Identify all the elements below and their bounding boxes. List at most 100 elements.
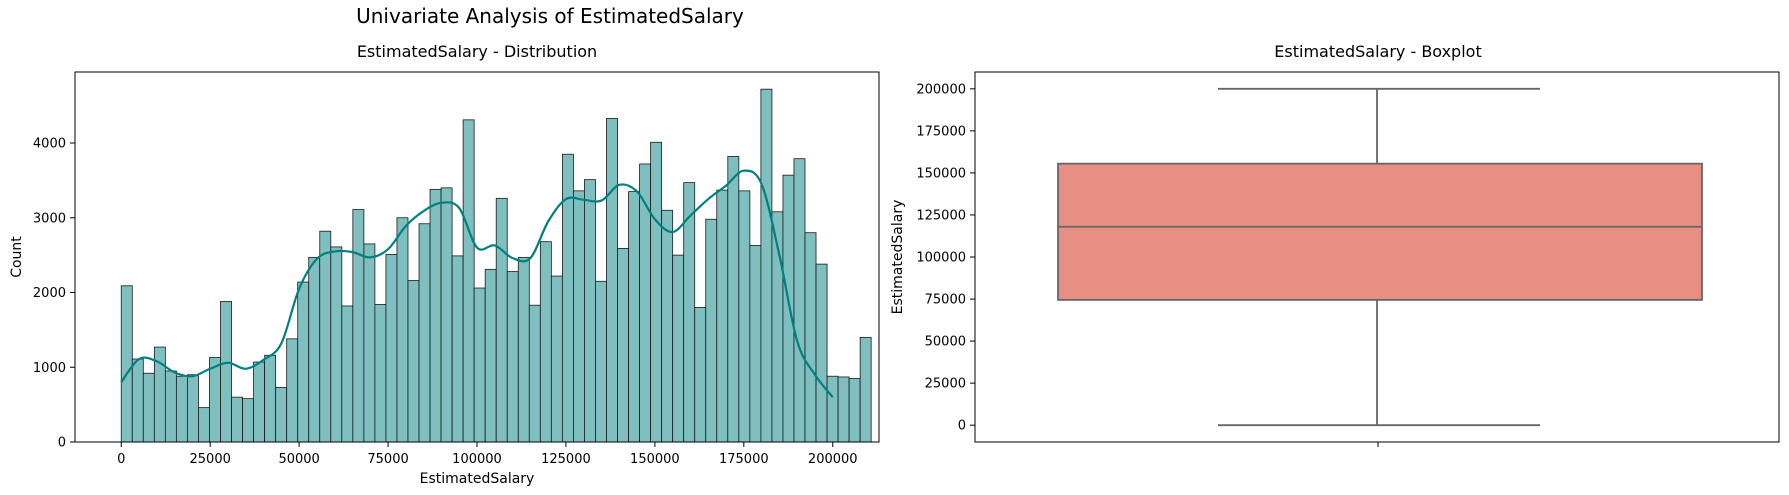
histogram-bar — [628, 191, 640, 443]
histogram-bar — [164, 370, 177, 443]
histogram-bar — [142, 372, 155, 443]
histogram-x-tick-label: 25000 — [190, 452, 231, 467]
histogram-bar — [286, 338, 299, 443]
histogram-bar — [760, 88, 773, 443]
histogram-y-tick-label: 3000 — [33, 211, 66, 226]
boxplot-y-ticks: 0 25000 50000 75000 100000 125000 150000 175000… — [916, 82, 975, 434]
histogram-x-tick-label: 200000 — [808, 452, 858, 467]
histogram-bar — [716, 189, 729, 443]
histogram-bar — [242, 398, 254, 443]
histogram-x-tick-label: 50000 — [278, 452, 319, 467]
histogram-bar — [198, 407, 210, 443]
boxplot-y-tick-label: 0 — [958, 419, 966, 434]
boxplot-box — [1057, 162, 1703, 301]
histogram-bar — [308, 256, 321, 443]
histogram-bar — [694, 307, 707, 443]
histogram-x-tick-label: 75000 — [367, 452, 408, 467]
histogram-bar — [473, 287, 486, 443]
histogram-bar — [374, 304, 387, 443]
histogram-bar — [749, 245, 762, 443]
histogram-bar — [595, 280, 607, 443]
boxplot-y-tick-label: 125000 — [916, 208, 966, 223]
boxplot-y-tick-label: 100000 — [916, 251, 966, 266]
histogram-bar — [738, 190, 751, 443]
histogram-x-label: EstimatedSalary — [420, 471, 535, 487]
histogram-bar — [859, 336, 872, 443]
histogram-y-tick-label: 2000 — [33, 286, 66, 301]
histogram-bar — [131, 358, 144, 443]
histogram-chart: EstimatedSalary - Distribution 0 25000 500… — [9, 42, 880, 487]
histogram-bar — [528, 304, 541, 443]
histogram-bar — [650, 141, 663, 443]
histogram-title: EstimatedSalary - Distribution — [357, 42, 597, 61]
boxplot-y-tick-label: 50000 — [925, 335, 966, 350]
histogram-bar — [175, 375, 188, 443]
histogram-bar — [539, 241, 552, 443]
histogram-bar — [793, 158, 806, 443]
histogram-bar — [330, 246, 343, 443]
histogram-y-tick-label: 0 — [58, 436, 66, 451]
histogram-y-ticks: 0 1000 2000 3000 4000 — [33, 137, 75, 451]
histogram-bar — [506, 271, 519, 443]
histogram-bar — [341, 305, 354, 443]
histogram-x-ticks: 0 25000 50000 75000 100000 125000 150000 175000… — [117, 442, 858, 467]
histogram-y-tick-label: 4000 — [33, 137, 66, 152]
histogram-bar — [319, 230, 332, 443]
histogram-bar — [429, 188, 442, 443]
histogram-bar — [837, 376, 850, 443]
histogram-bar — [253, 361, 266, 443]
histogram-bar — [396, 217, 409, 443]
histogram-x-tick-label: 150000 — [630, 452, 680, 467]
histogram-bar — [363, 243, 376, 443]
histogram-bar — [727, 156, 740, 443]
boxplot-chart: EstimatedSalary - Boxplot 0 25000 50000 750… — [890, 42, 1780, 447]
boxplot-y-label: EstimatedSalary — [890, 200, 906, 315]
boxplot-y-tick-label: 200000 — [916, 82, 966, 97]
histogram-bar — [462, 119, 475, 443]
histogram-x-tick-label: 0 — [117, 452, 125, 467]
boxplot-y-tick-label: 175000 — [916, 124, 966, 139]
histogram-y-tick-label: 1000 — [33, 361, 66, 376]
histogram-bar — [672, 254, 685, 443]
histogram-bars — [120, 88, 872, 443]
histogram-bar — [264, 354, 277, 443]
histogram-bar — [220, 301, 232, 443]
histogram-bar — [584, 179, 596, 443]
histogram-bar — [484, 268, 497, 443]
histogram-bar — [495, 197, 508, 443]
boxplot-title: EstimatedSalary - Boxplot — [1274, 42, 1481, 61]
boxplot-y-tick-label: 75000 — [925, 293, 966, 308]
histogram-bar — [550, 275, 563, 443]
histogram-bar — [617, 248, 629, 443]
histogram-bar — [209, 357, 221, 443]
boxplot-y-tick-label: 25000 — [925, 377, 966, 392]
histogram-x-tick-label: 175000 — [719, 452, 769, 467]
histogram-bar — [352, 209, 365, 443]
histogram-bar — [297, 281, 310, 443]
histogram-y-label: Count — [9, 236, 25, 278]
histogram-bar — [606, 117, 618, 443]
histogram-bar — [275, 387, 288, 443]
histogram-bar — [418, 223, 431, 443]
histogram-bar — [187, 374, 199, 443]
histogram-x-tick-label: 125000 — [541, 452, 591, 467]
histogram-bar — [848, 378, 861, 443]
histogram-bar — [782, 174, 795, 443]
histogram-bar — [231, 396, 243, 443]
boxplot-shapes — [1057, 87, 1703, 427]
histogram-bar — [573, 190, 585, 443]
boxplot-y-tick-label: 150000 — [916, 166, 966, 181]
histogram-bar — [440, 187, 453, 443]
histogram-bar — [826, 375, 839, 443]
histogram-bar — [451, 255, 464, 443]
histogram-bar — [120, 285, 133, 443]
histogram-bar — [804, 232, 817, 443]
histogram-bar — [705, 218, 718, 443]
histogram-bar — [385, 253, 398, 443]
figure-title: Univariate Analysis of EstimatedSalary — [356, 4, 744, 28]
histogram-bar — [661, 209, 674, 443]
histogram-bar — [517, 256, 530, 443]
histogram-x-tick-label: 100000 — [452, 452, 502, 467]
histogram-bar — [407, 280, 420, 443]
